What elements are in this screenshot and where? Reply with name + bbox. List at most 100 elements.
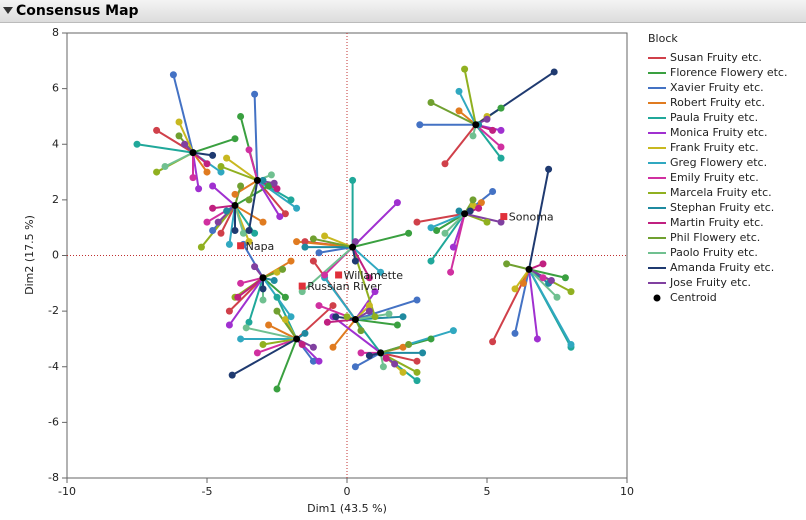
partial-point xyxy=(309,257,317,265)
partial-link xyxy=(240,276,264,285)
partial-link xyxy=(192,137,236,154)
partial-link xyxy=(172,74,194,153)
y-tick-label: -8 xyxy=(48,471,59,484)
partial-link xyxy=(234,204,264,223)
partial-link xyxy=(528,268,558,298)
partial-point xyxy=(405,341,413,348)
partial-point xyxy=(441,160,449,168)
partial-point xyxy=(237,335,245,343)
partial-point xyxy=(231,135,239,143)
partial-point xyxy=(419,349,427,357)
partial-link xyxy=(354,351,382,368)
centroid xyxy=(259,274,267,282)
partial-link xyxy=(355,318,398,327)
partial-point xyxy=(225,307,233,315)
partial-point xyxy=(217,163,225,170)
partial-point xyxy=(413,218,421,226)
partial-point xyxy=(561,274,569,282)
partial-point xyxy=(237,279,245,287)
partial-point xyxy=(413,368,421,376)
partial-point xyxy=(287,257,295,265)
legend-label: Emily Fruity etc. xyxy=(670,171,759,184)
partial-point xyxy=(153,126,161,134)
x-tick-label: -10 xyxy=(58,485,76,498)
legend-label: Susan Fruity etc. xyxy=(670,51,762,64)
partial-point xyxy=(545,165,553,173)
partial-point xyxy=(298,288,306,296)
partial-point xyxy=(427,99,435,107)
partial-link xyxy=(351,201,399,248)
legend-label: Florence Flowery etc. xyxy=(670,66,787,79)
legend-label: Stephan Fruity etc. xyxy=(670,201,774,214)
panel-title: Consensus Map xyxy=(16,3,139,19)
legend-label: Centroid xyxy=(670,291,717,304)
partial-point xyxy=(365,352,373,360)
partial-point xyxy=(153,168,161,176)
partial-point xyxy=(287,313,295,321)
partial-point xyxy=(273,385,281,393)
partial-point xyxy=(197,243,205,251)
partial-link xyxy=(528,169,550,270)
partial-point xyxy=(281,293,289,301)
partial-point xyxy=(209,204,217,212)
partial-link xyxy=(332,318,357,348)
partial-point xyxy=(413,296,421,304)
partial-link xyxy=(430,101,477,126)
partial-point xyxy=(217,168,225,176)
legend-label: Xavier Fruity etc. xyxy=(670,81,764,94)
centroid xyxy=(525,265,533,273)
partial-point xyxy=(223,154,231,162)
centroid xyxy=(461,210,469,218)
partial-point xyxy=(287,196,295,204)
partial-point xyxy=(231,190,239,198)
partial-link xyxy=(323,277,357,321)
centroid xyxy=(189,149,197,157)
partial-point xyxy=(265,182,273,190)
title-bar[interactable]: Consensus Map xyxy=(0,0,806,23)
partial-link xyxy=(528,268,552,282)
partial-link xyxy=(464,212,502,224)
partial-point xyxy=(245,238,253,246)
partial-point xyxy=(469,132,477,140)
partial-point xyxy=(379,363,387,371)
partial-point xyxy=(469,201,477,209)
legend-label: Jose Fruity etc. xyxy=(669,276,751,289)
partial-point xyxy=(259,176,267,184)
legend-label: Robert Fruity etc. xyxy=(670,96,765,109)
partial-link xyxy=(248,149,259,181)
partial-link xyxy=(475,124,502,148)
partial-link xyxy=(211,185,236,207)
partial-point xyxy=(259,341,267,348)
partial-point xyxy=(293,238,301,246)
partial-link xyxy=(332,315,382,354)
partial-point xyxy=(251,90,259,98)
partial-point xyxy=(550,68,558,76)
partial-point xyxy=(511,285,519,293)
partial-link xyxy=(351,246,382,273)
partial-link xyxy=(231,338,298,376)
partial-link xyxy=(136,143,194,154)
legend-label: Paolo Fruity etc. xyxy=(670,246,758,259)
partial-point xyxy=(189,174,197,182)
partial-point xyxy=(455,107,463,115)
y-tick-label: 2 xyxy=(52,193,59,206)
y-tick-label: 0 xyxy=(52,249,59,262)
partial-link xyxy=(245,326,297,340)
legend-label: Frank Fruity etc. xyxy=(670,141,759,154)
partial-link xyxy=(514,269,530,334)
partial-point xyxy=(413,357,421,365)
partial-point xyxy=(234,293,242,301)
partial-link xyxy=(528,269,539,340)
partial-point xyxy=(273,268,281,276)
disclosure-icon[interactable] xyxy=(3,7,13,14)
partial-link xyxy=(301,246,354,293)
partial-point xyxy=(273,307,281,315)
y-tick-label: -4 xyxy=(48,360,59,373)
partial-point xyxy=(497,104,505,112)
partial-point xyxy=(270,277,278,285)
partial-point xyxy=(413,377,421,385)
product-point xyxy=(298,282,306,290)
partial-point xyxy=(497,126,505,134)
partial-point xyxy=(371,313,379,321)
